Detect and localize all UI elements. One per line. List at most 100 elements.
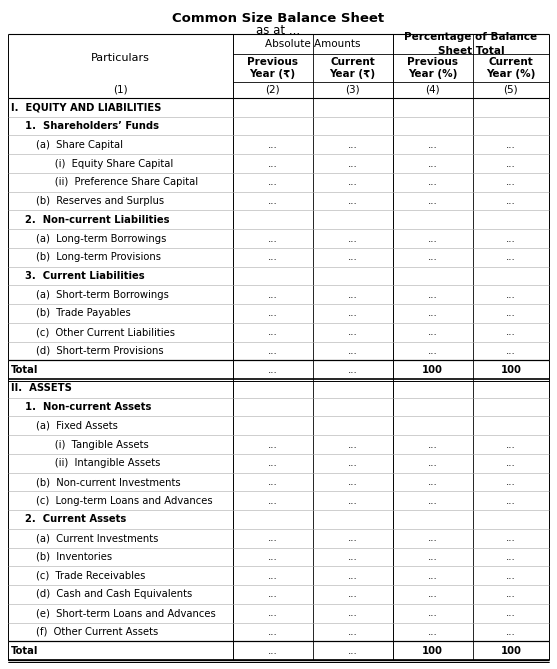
Text: ...: ...: [348, 458, 358, 468]
Text: (3): (3): [345, 85, 360, 95]
Text: (ii)  Preference Share Capital: (ii) Preference Share Capital: [11, 177, 198, 187]
Text: ...: ...: [506, 327, 516, 337]
Text: ...: ...: [506, 589, 516, 599]
Text: ...: ...: [348, 365, 358, 375]
Text: (i)  Equity Share Capital: (i) Equity Share Capital: [11, 159, 173, 169]
Text: ...: ...: [506, 533, 516, 543]
Text: ...: ...: [268, 308, 277, 318]
Text: (2): (2): [265, 85, 280, 95]
Text: (d)  Short-term Provisions: (d) Short-term Provisions: [11, 346, 164, 356]
Text: Common Size Balance Sheet: Common Size Balance Sheet: [173, 12, 384, 25]
Text: ...: ...: [268, 233, 277, 244]
Text: (a)  Short-term Borrowings: (a) Short-term Borrowings: [11, 290, 169, 300]
Text: ...: ...: [428, 196, 438, 206]
Text: 2.  Non-current Liabilities: 2. Non-current Liabilities: [11, 215, 169, 225]
Text: ...: ...: [506, 159, 516, 169]
Text: ...: ...: [268, 365, 277, 375]
Text: ...: ...: [506, 440, 516, 450]
Text: ...: ...: [428, 290, 438, 300]
Text: ...: ...: [268, 290, 277, 300]
Text: ...: ...: [428, 627, 438, 637]
Text: ...: ...: [348, 552, 358, 562]
Text: ...: ...: [268, 552, 277, 562]
Text: Previous
Year (%): Previous Year (%): [407, 57, 458, 79]
Text: (c)  Long-term Loans and Advances: (c) Long-term Loans and Advances: [11, 496, 213, 506]
Text: ...: ...: [268, 646, 277, 656]
Text: ...: ...: [268, 252, 277, 262]
Text: (c)  Other Current Liabilities: (c) Other Current Liabilities: [11, 327, 175, 337]
Text: ...: ...: [428, 496, 438, 506]
Text: (d)  Cash and Cash Equivalents: (d) Cash and Cash Equivalents: [11, 589, 192, 599]
Text: ...: ...: [428, 177, 438, 187]
Text: ...: ...: [428, 571, 438, 581]
Text: ...: ...: [348, 346, 358, 356]
Text: ...: ...: [428, 589, 438, 599]
Text: ...: ...: [268, 440, 277, 450]
Text: ...: ...: [268, 589, 277, 599]
Text: (b)  Long-term Provisions: (b) Long-term Provisions: [11, 252, 161, 262]
Text: ...: ...: [506, 496, 516, 506]
Text: (f)  Other Current Assets: (f) Other Current Assets: [11, 627, 158, 637]
Text: ...: ...: [348, 252, 358, 262]
Text: ...: ...: [506, 196, 516, 206]
Text: Percentage of Balance
Sheet Total: Percentage of Balance Sheet Total: [404, 32, 538, 56]
Text: ...: ...: [348, 646, 358, 656]
Text: ...: ...: [348, 233, 358, 244]
Text: Total: Total: [11, 646, 38, 656]
Text: (5): (5): [504, 85, 518, 95]
Text: ...: ...: [268, 571, 277, 581]
Text: ...: ...: [268, 159, 277, 169]
Text: II.  ASSETS: II. ASSETS: [11, 383, 72, 393]
Text: (a)  Long-term Borrowings: (a) Long-term Borrowings: [11, 233, 167, 244]
Text: 100: 100: [422, 646, 443, 656]
Text: ...: ...: [348, 496, 358, 506]
Text: Absolute Amounts: Absolute Amounts: [265, 39, 360, 49]
Text: (a)  Fixed Assets: (a) Fixed Assets: [11, 421, 118, 431]
Text: ...: ...: [268, 177, 277, 187]
Text: 3.  Current Liabilities: 3. Current Liabilities: [11, 271, 145, 281]
Text: I.  EQUITY AND LIABILITIES: I. EQUITY AND LIABILITIES: [11, 102, 162, 112]
Text: (i)  Tangible Assets: (i) Tangible Assets: [11, 440, 149, 450]
Text: Current
Year (%): Current Year (%): [486, 57, 535, 79]
Text: ...: ...: [348, 533, 358, 543]
Text: (1): (1): [113, 85, 128, 95]
Text: ...: ...: [506, 140, 516, 150]
Text: ...: ...: [428, 327, 438, 337]
Text: 1.  Non-current Assets: 1. Non-current Assets: [11, 402, 152, 412]
Text: (b)  Trade Payables: (b) Trade Payables: [11, 308, 131, 318]
Text: ...: ...: [506, 177, 516, 187]
Text: ...: ...: [348, 159, 358, 169]
Text: ...: ...: [348, 608, 358, 618]
Text: Current
Year (₹): Current Year (₹): [330, 57, 375, 79]
Text: Particulars: Particulars: [91, 53, 150, 63]
Text: ...: ...: [268, 533, 277, 543]
Text: ...: ...: [268, 458, 277, 468]
Text: 100: 100: [422, 365, 443, 375]
Text: ...: ...: [506, 458, 516, 468]
Text: ...: ...: [348, 327, 358, 337]
Text: 100: 100: [500, 365, 521, 375]
Text: (e)  Short-term Loans and Advances: (e) Short-term Loans and Advances: [11, 608, 216, 618]
Text: (b)  Inventories: (b) Inventories: [11, 552, 112, 562]
Text: ...: ...: [268, 346, 277, 356]
Text: ...: ...: [348, 571, 358, 581]
Text: 100: 100: [500, 646, 521, 656]
Text: (b)  Non-current Investments: (b) Non-current Investments: [11, 477, 180, 487]
Text: ...: ...: [348, 140, 358, 150]
Text: ...: ...: [506, 346, 516, 356]
Text: Previous
Year (₹): Previous Year (₹): [247, 57, 298, 79]
Text: ...: ...: [428, 159, 438, 169]
Text: ...: ...: [506, 290, 516, 300]
Text: ...: ...: [506, 252, 516, 262]
Text: ...: ...: [428, 346, 438, 356]
Text: ...: ...: [428, 140, 438, 150]
Text: ...: ...: [506, 571, 516, 581]
Text: ...: ...: [348, 196, 358, 206]
Text: Total: Total: [11, 365, 38, 375]
Text: ...: ...: [268, 140, 277, 150]
Text: 1.  Shareholders’ Funds: 1. Shareholders’ Funds: [11, 121, 159, 131]
Text: ...: ...: [268, 496, 277, 506]
Text: 2.  Current Assets: 2. Current Assets: [11, 514, 126, 524]
Text: ...: ...: [506, 233, 516, 244]
Text: ...: ...: [428, 477, 438, 487]
